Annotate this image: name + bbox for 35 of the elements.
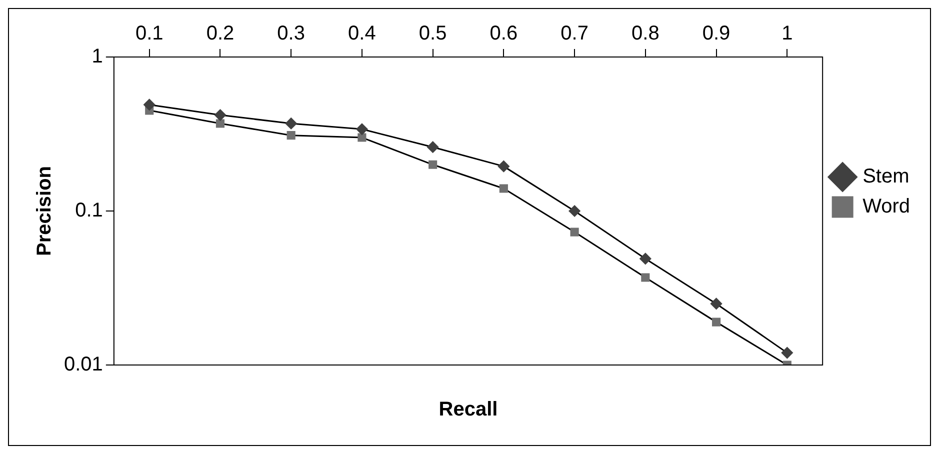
point [358, 133, 366, 142]
point [568, 205, 580, 217]
y-axis-title: Precision [34, 166, 56, 256]
point [356, 123, 368, 135]
y-tick-label: 0.1 [75, 200, 103, 222]
legend-label: Word [862, 196, 910, 218]
x-tick-label: 0.5 [418, 22, 447, 45]
x-tick-label: 0.4 [348, 22, 376, 45]
point [641, 273, 650, 282]
point [710, 298, 722, 310]
point [286, 131, 296, 140]
point [428, 160, 438, 169]
point [216, 119, 225, 128]
x-axis-title: Recall [438, 398, 498, 421]
point [144, 98, 156, 110]
y-tick-label: 1 [92, 46, 103, 68]
x-tick-label: 0.9 [702, 22, 730, 45]
point [499, 184, 508, 193]
x-tick-label: 0.1 [135, 22, 164, 45]
x-tick-label: 0.7 [560, 22, 588, 45]
point [285, 118, 297, 130]
x-tick-label: 0.6 [490, 22, 518, 45]
point [214, 109, 226, 121]
x-tick-label: 0.3 [277, 22, 305, 45]
point [640, 252, 652, 264]
point [781, 347, 793, 359]
point [570, 228, 579, 236]
x-tick-label: 0.8 [632, 22, 660, 45]
point [712, 318, 721, 326]
y-tick-label: 0.01 [64, 354, 103, 376]
legend-label: Stem [862, 166, 910, 188]
point [498, 160, 510, 172]
point [427, 141, 439, 153]
x-tick-label: 0.2 [206, 22, 234, 45]
x-tick-label: 1 [782, 22, 793, 45]
